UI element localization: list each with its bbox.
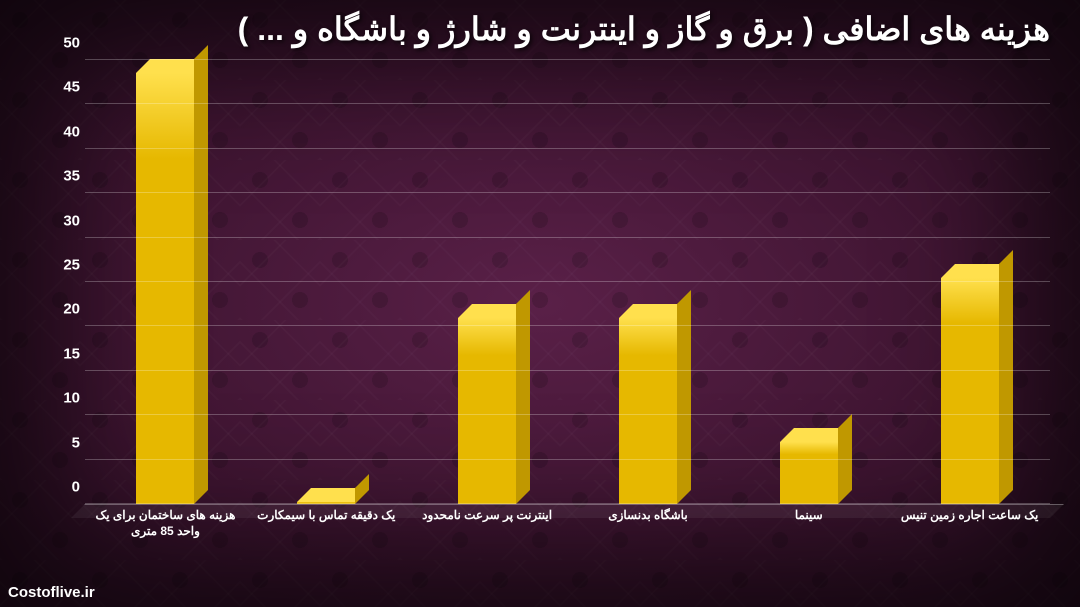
x-axis-label: یک ساعت اجاره زمین تنیس (889, 504, 1050, 542)
bars-container (85, 60, 1050, 504)
y-tick-label: 15 (40, 345, 80, 362)
y-tick-label: 40 (40, 123, 80, 140)
bar-front (619, 318, 677, 504)
grid-line (85, 325, 1050, 326)
watermark: Costoflive.ir (8, 584, 95, 601)
bar-slot (568, 60, 729, 504)
y-tick-label: 20 (40, 301, 80, 318)
bar-side (516, 290, 530, 504)
plot-area: 05101520253035404550 (85, 60, 1050, 504)
x-axis-labels: هزینه های ساختمان برای یک واحد 85 مترییک… (85, 504, 1050, 542)
bar (136, 73, 194, 504)
bar-front (941, 278, 999, 504)
grid-line (85, 414, 1050, 415)
bar (458, 318, 516, 504)
grid-line (85, 370, 1050, 371)
grid-line (85, 459, 1050, 460)
x-axis-label: باشگاه بدنسازی (568, 504, 729, 542)
x-axis-label: یک دقیقه تماس با سیمکارت (246, 504, 407, 542)
x-axis-label: اینترنت پر سرعت نامحدود (407, 504, 568, 542)
grid-line (85, 103, 1050, 104)
x-axis-label: سینما (728, 504, 889, 542)
bar-slot (407, 60, 568, 504)
bar (619, 318, 677, 504)
bar (780, 442, 838, 504)
bar-front (458, 318, 516, 504)
grid-line (85, 59, 1050, 60)
y-tick-label: 10 (40, 390, 80, 407)
y-tick-label: 35 (40, 168, 80, 185)
chart-area: 05101520253035404550 هزینه های ساختمان ب… (85, 60, 1050, 542)
grid-line (85, 281, 1050, 282)
y-tick-label: 5 (40, 434, 80, 451)
bar-slot (246, 60, 407, 504)
bar-side (999, 250, 1013, 504)
bar-side (677, 290, 691, 504)
x-axis-label: هزینه های ساختمان برای یک واحد 85 متری (85, 504, 246, 542)
bar-side (355, 474, 369, 504)
bar (941, 278, 999, 504)
grid-line (85, 148, 1050, 149)
bar-slot (85, 60, 246, 504)
grid-line (85, 192, 1050, 193)
bar-front (136, 73, 194, 504)
bar-side (194, 45, 208, 504)
bar-slot (889, 60, 1050, 504)
y-tick-label: 45 (40, 79, 80, 96)
y-tick-label: 0 (40, 479, 80, 496)
y-tick-label: 30 (40, 212, 80, 229)
grid-line (85, 237, 1050, 238)
y-tick-label: 25 (40, 257, 80, 274)
chart-title: هزینه های اضافی ( برق و گاز و اینترنت و … (30, 10, 1050, 48)
bar-slot (728, 60, 889, 504)
bar-front (780, 442, 838, 504)
